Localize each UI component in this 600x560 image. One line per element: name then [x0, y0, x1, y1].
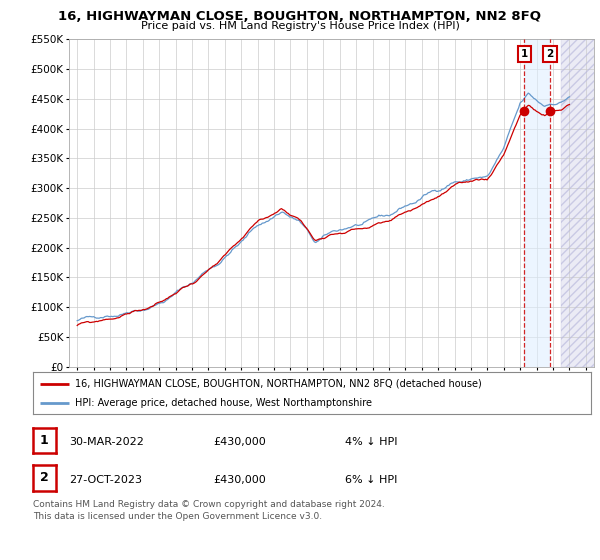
HPI: Average price, detached house, West Northamptonshire: (2e+03, 2.09e+05): Average price, detached house, West Nort…: [237, 239, 244, 246]
Text: 30-MAR-2022: 30-MAR-2022: [69, 437, 144, 447]
HPI: Average price, detached house, West Northamptonshire: (2.02e+03, 4.53e+05): Average price, detached house, West Nort…: [566, 94, 573, 100]
Text: HPI: Average price, detached house, West Northamptonshire: HPI: Average price, detached house, West…: [75, 398, 372, 408]
Text: 2: 2: [547, 49, 554, 59]
Text: Price paid vs. HM Land Registry's House Price Index (HPI): Price paid vs. HM Land Registry's House …: [140, 21, 460, 31]
Text: 16, HIGHWAYMAN CLOSE, BOUGHTON, NORTHAMPTON, NN2 8FQ (detached house): 16, HIGHWAYMAN CLOSE, BOUGHTON, NORTHAMP…: [75, 379, 482, 389]
16, HIGHWAYMAN CLOSE, BOUGHTON, NORTHAMPTON, NN2 8FQ (detached house): [566, 101, 573, 108]
Text: 6% ↓ HPI: 6% ↓ HPI: [345, 474, 397, 484]
Bar: [561, 39, 600, 367]
16, HIGHWAYMAN CLOSE, BOUGHTON, NORTHAMPTON, NN2 8FQ (detached house): [74, 322, 81, 329]
Text: £430,000: £430,000: [213, 437, 266, 447]
Line: 16, HIGHWAYMAN CLOSE, BOUGHTON, NORTHAMPTON, NN2 8FQ (detached house): 16, HIGHWAYMAN CLOSE, BOUGHTON, NORTHAMP…: [77, 105, 569, 325]
16, HIGHWAYMAN CLOSE, BOUGHTON, NORTHAMPTON, NN2 8FQ (detached house): [538, 111, 545, 118]
16, HIGHWAYMAN CLOSE, BOUGHTON, NORTHAMPTON, NN2 8FQ (detached house): [245, 227, 252, 234]
Bar: [524, 39, 550, 367]
Text: £430,000: £430,000: [213, 474, 266, 484]
HPI: Average price, detached house, West Northamptonshire: (2.02e+03, 4.59e+05): Average price, detached house, West Nort…: [524, 90, 532, 96]
HPI: Average price, detached house, West Northamptonshire: (2.01e+03, 2.25e+05): Average price, detached house, West Nort…: [245, 230, 252, 236]
16, HIGHWAYMAN CLOSE, BOUGHTON, NORTHAMPTON, NN2 8FQ (detached house): [134, 307, 141, 314]
16, HIGHWAYMAN CLOSE, BOUGHTON, NORTHAMPTON, NN2 8FQ (detached house): [220, 252, 227, 259]
HPI: Average price, detached house, West Northamptonshire: (2.02e+03, 4.38e+05): Average price, detached house, West Nort…: [540, 102, 547, 109]
16, HIGHWAYMAN CLOSE, BOUGHTON, NORTHAMPTON, NN2 8FQ (detached house): [289, 213, 296, 220]
HPI: Average price, detached house, West Northamptonshire: (2e+03, 1.82e+05): Average price, detached house, West Nort…: [220, 255, 227, 262]
Text: 1: 1: [40, 434, 49, 447]
Text: 1: 1: [521, 49, 528, 59]
HPI: Average price, detached house, West Northamptonshire: (2.01e+03, 2.51e+05): Average price, detached house, West Nort…: [289, 214, 296, 221]
Bar: [561, 39, 600, 367]
16, HIGHWAYMAN CLOSE, BOUGHTON, NORTHAMPTON, NN2 8FQ (detached house): [237, 237, 244, 244]
Text: Contains HM Land Registry data © Crown copyright and database right 2024.
This d: Contains HM Land Registry data © Crown c…: [33, 500, 385, 521]
Text: 16, HIGHWAYMAN CLOSE, BOUGHTON, NORTHAMPTON, NN2 8FQ: 16, HIGHWAYMAN CLOSE, BOUGHTON, NORTHAMP…: [59, 10, 542, 23]
HPI: Average price, detached house, West Northamptonshire: (2e+03, 9.37e+04): Average price, detached house, West Nort…: [134, 307, 141, 314]
Text: 27-OCT-2023: 27-OCT-2023: [69, 474, 142, 484]
HPI: Average price, detached house, West Northamptonshire: (2e+03, 7.75e+04): Average price, detached house, West Nort…: [74, 318, 81, 324]
Line: HPI: Average price, detached house, West Northamptonshire: HPI: Average price, detached house, West…: [77, 93, 569, 321]
Text: 4% ↓ HPI: 4% ↓ HPI: [345, 437, 398, 447]
Text: 2: 2: [40, 472, 49, 484]
